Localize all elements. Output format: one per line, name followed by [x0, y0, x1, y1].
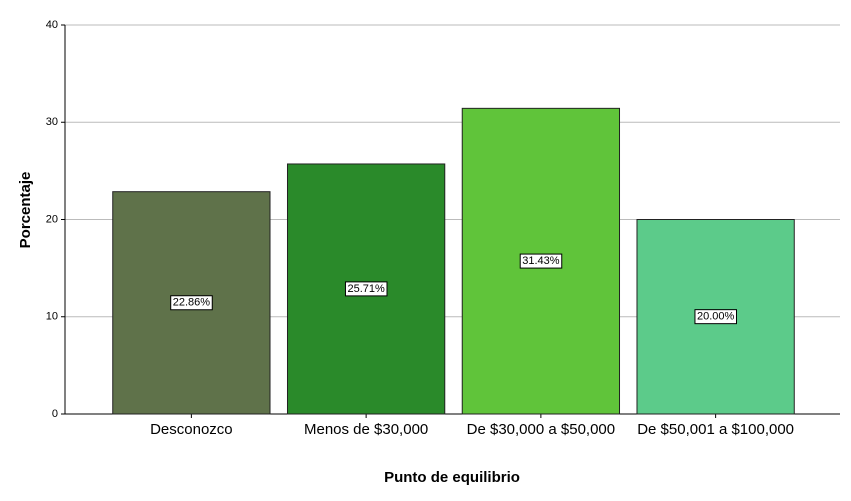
value-label: 25.71%	[347, 283, 385, 295]
value-label-box	[694, 309, 737, 325]
y-axis-title: Porcentaje	[17, 172, 34, 249]
x-tick-label: De $30,000 a $50,000	[466, 421, 616, 438]
value-label-box	[519, 253, 563, 269]
x-axis-title: Punto de equilibrio	[384, 469, 520, 486]
value-label: 22.86%	[173, 297, 211, 309]
value-label: 20.00%	[697, 311, 735, 323]
value-label: 31.43%	[522, 255, 560, 267]
x-tick-label: Desconozco	[150, 421, 233, 438]
y-tick-label: 40	[46, 19, 58, 31]
x-tick-label: Menos de $30,000	[303, 421, 429, 438]
x-tick-label: De $50,001 a $100,000	[637, 421, 795, 438]
value-label-box	[170, 295, 213, 311]
y-tick-label: 0	[52, 408, 58, 420]
y-tick-label: 20	[46, 213, 58, 225]
value-label-box	[344, 281, 388, 297]
y-tick-label: 10	[46, 311, 58, 323]
y-tick-label: 30	[46, 116, 58, 128]
